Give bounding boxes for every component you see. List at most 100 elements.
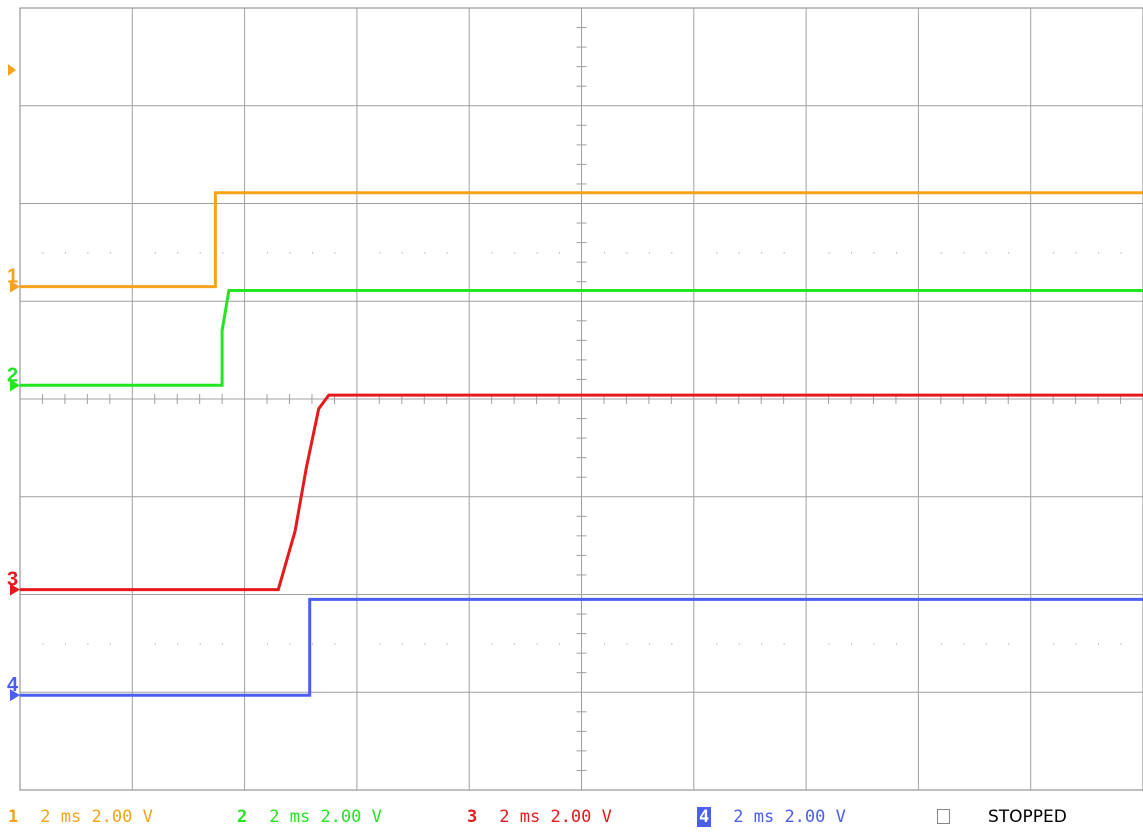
grid-dot xyxy=(716,643,718,645)
grid-dot xyxy=(536,643,538,645)
grid-dot xyxy=(1075,643,1077,645)
grid-dot xyxy=(514,643,516,645)
grid-dot xyxy=(446,643,448,645)
grid-dot xyxy=(334,252,336,254)
grid-dot xyxy=(109,643,111,645)
grid-dot xyxy=(873,252,875,254)
grid-dot xyxy=(154,643,156,645)
grid-dot xyxy=(536,252,538,254)
grid-dot xyxy=(42,252,44,254)
grid-dot xyxy=(491,643,493,645)
graticule xyxy=(19,7,1143,791)
grid-dot xyxy=(985,643,987,645)
grid-dot xyxy=(1120,252,1122,254)
grid-dot xyxy=(199,252,201,254)
status-timebase: 2 ms xyxy=(40,807,92,827)
run-state-indicator-box xyxy=(937,809,950,824)
grid-dot xyxy=(1053,252,1055,254)
grid-dot xyxy=(311,252,313,254)
grid-dot xyxy=(626,252,628,254)
channel-label-1: 1 xyxy=(7,266,18,288)
grid-dot xyxy=(87,252,89,254)
grid-dot xyxy=(177,643,179,645)
grid-dot xyxy=(895,643,897,645)
grid-dot xyxy=(87,643,89,645)
channel-label-4: 4 xyxy=(7,674,19,696)
grid-dot xyxy=(559,252,561,254)
grid-dot xyxy=(401,643,403,645)
grid-dot xyxy=(626,643,628,645)
status-channel-1: 1 2 ms 2.00 V xyxy=(8,800,153,834)
grid-dot xyxy=(1053,643,1055,645)
grid-dot xyxy=(851,252,853,254)
grid-dot xyxy=(783,252,785,254)
grid-dot xyxy=(289,643,291,645)
status-channel-3: 3 2 ms 2.00 V xyxy=(467,800,612,834)
oscilloscope-screen: 1 2 3 4 xyxy=(7,7,1143,791)
grid-dot xyxy=(222,643,224,645)
grid-dot xyxy=(671,252,673,254)
grid-dot xyxy=(873,643,875,645)
grid-dot xyxy=(851,643,853,645)
ground-marker-channel-3 xyxy=(10,583,20,596)
grid-dot xyxy=(648,643,650,645)
grid-dot xyxy=(1098,643,1100,645)
grid-dot xyxy=(424,643,426,645)
grid-dot xyxy=(379,643,381,645)
grid-dot xyxy=(603,643,605,645)
grid-dot xyxy=(267,643,269,645)
grid-dot xyxy=(1008,252,1010,254)
grid-dot xyxy=(1120,643,1122,645)
channel-label-3: 3 xyxy=(7,569,18,591)
grid-dot xyxy=(177,252,179,254)
grid-dot xyxy=(289,252,291,254)
grid-dot xyxy=(963,643,965,645)
grid-dot xyxy=(716,252,718,254)
status-channel-number: 1 xyxy=(8,807,19,827)
status-channel-2: 2 2 ms 2.00 V xyxy=(237,800,382,834)
grid-dot xyxy=(603,252,605,254)
grid-dot xyxy=(828,252,830,254)
status-volts-per-div: 2.00 V xyxy=(784,807,846,827)
grid-dot xyxy=(424,252,426,254)
grid-dot xyxy=(64,252,66,254)
grid-dot xyxy=(199,643,201,645)
status-timebase: 2 ms xyxy=(269,807,321,827)
traces xyxy=(20,191,1143,697)
grid-dot xyxy=(446,252,448,254)
status-bar: 1 2 ms 2.00 V 2 2 ms 2.00 V 3 2 ms 2.00 V 4 2 m… xyxy=(0,800,1143,834)
status-volts-per-div: 2.00 V xyxy=(91,807,153,827)
status-volts-per-div: 2.00 V xyxy=(550,807,612,827)
ground-marker-channel-1 xyxy=(10,280,20,293)
grid-dot xyxy=(761,643,763,645)
ground-marker-channel-4 xyxy=(10,689,20,702)
grid-dot xyxy=(648,252,650,254)
grid-dot xyxy=(985,252,987,254)
trace-channel-4 xyxy=(20,597,1143,697)
grid-dot xyxy=(559,643,561,645)
grid-dot xyxy=(940,252,942,254)
grid-dot xyxy=(671,643,673,645)
status-timebase: 2 ms xyxy=(499,807,551,827)
channel-label-2: 2 xyxy=(7,364,18,386)
grid-dot xyxy=(267,252,269,254)
grid-dot xyxy=(514,252,516,254)
grid-dot xyxy=(379,252,381,254)
grid-dot xyxy=(738,643,740,645)
grid-dot xyxy=(311,643,313,645)
trace-channel-1 xyxy=(20,191,1143,289)
grid-dot xyxy=(401,252,403,254)
trace-channel-3 xyxy=(20,393,1143,592)
grid-dot xyxy=(154,252,156,254)
grid-dot xyxy=(783,643,785,645)
grid-dot xyxy=(963,252,965,254)
grid-dot xyxy=(1008,643,1010,645)
trigger-level-marker xyxy=(8,64,16,76)
grid-dot xyxy=(109,252,111,254)
ground-marker-channel-2 xyxy=(10,379,20,392)
status-channel-number: 3 xyxy=(467,807,478,827)
grid-dot xyxy=(940,643,942,645)
grid-dot xyxy=(1098,252,1100,254)
status-channel-number: 2 xyxy=(237,807,248,827)
grid-dot xyxy=(334,643,336,645)
